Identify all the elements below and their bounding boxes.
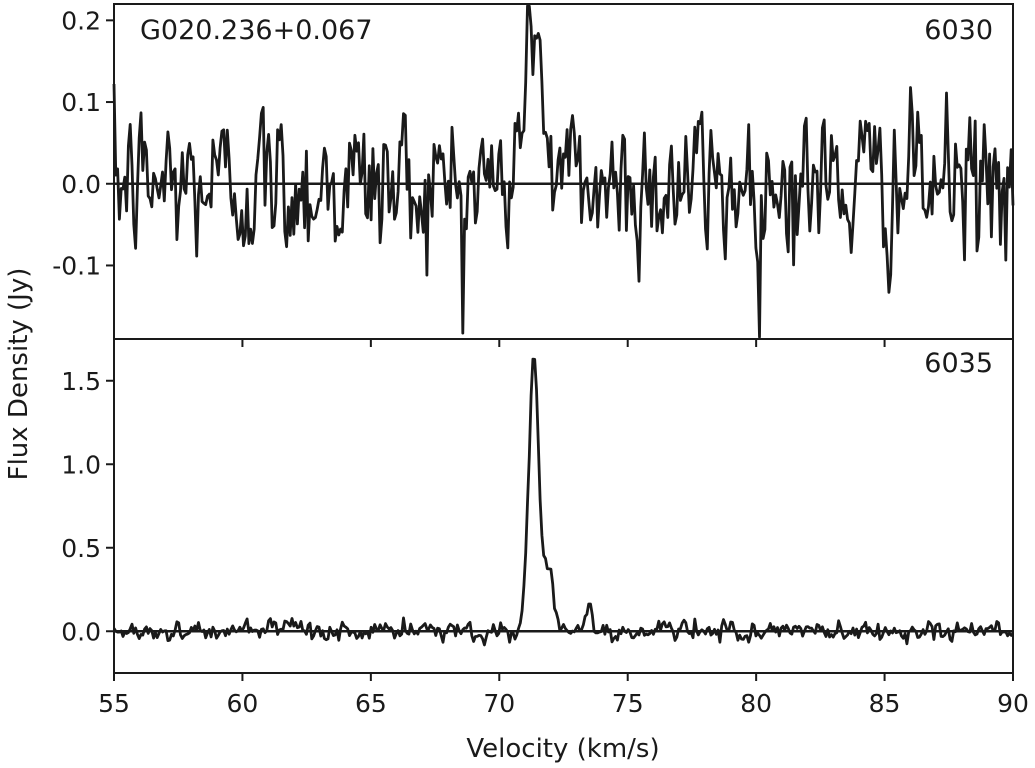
panel-top-y-tick-label: -0.1 (52, 251, 101, 280)
panel-bottom-series-line (112, 357, 1015, 647)
panel-bottom-y-tick-label: 1.5 (61, 367, 101, 396)
panel-bottom: 1.5 1.0 0.5 0.0 6035 (61, 338, 1015, 674)
panel-bottom-y-tick-label: 0.0 (61, 617, 101, 646)
x-tick-label: 90 (997, 689, 1029, 718)
x-tick-label: 65 (355, 689, 387, 718)
y-axis-label: Flux Density (Jy) (4, 268, 34, 481)
panel-bottom-transition-label: 6035 (924, 348, 993, 379)
x-tick-label: 75 (612, 689, 644, 718)
panel-top-transition-label: 6030 (924, 15, 993, 46)
panel-bottom-y-tick-label: 0.5 (61, 534, 101, 563)
panel-top-y-tick-label: 0.2 (61, 6, 101, 35)
source-label: G020.236+0.067 (140, 15, 373, 46)
panel-top-y-tick-label: 0.1 (61, 88, 101, 117)
x-axis-label: Velocity (km/s) (466, 734, 659, 764)
x-axis-ticks: 55 60 65 70 75 80 85 90 (98, 339, 1029, 718)
panel-top: 0.2 0.1 0.0 -0.1 G020.236+0.067 6030 (52, 3, 1015, 340)
x-tick-label: 80 (740, 689, 772, 718)
panel-bottom-y-tick-label: 1.0 (61, 450, 101, 479)
panel-top-series-line (112, 4, 1015, 339)
x-tick-label: 85 (869, 689, 901, 718)
panel-bottom-y-ticks: 1.5 1.0 0.5 0.0 (61, 367, 114, 646)
panel-top-y-ticks: 0.2 0.1 0.0 -0.1 (52, 6, 114, 280)
panel-top-y-tick-label: 0.0 (61, 170, 101, 199)
x-tick-label: 60 (227, 689, 259, 718)
panel-bottom-frame (113, 338, 1014, 674)
x-tick-label: 70 (483, 689, 515, 718)
x-tick-label: 55 (98, 689, 130, 718)
